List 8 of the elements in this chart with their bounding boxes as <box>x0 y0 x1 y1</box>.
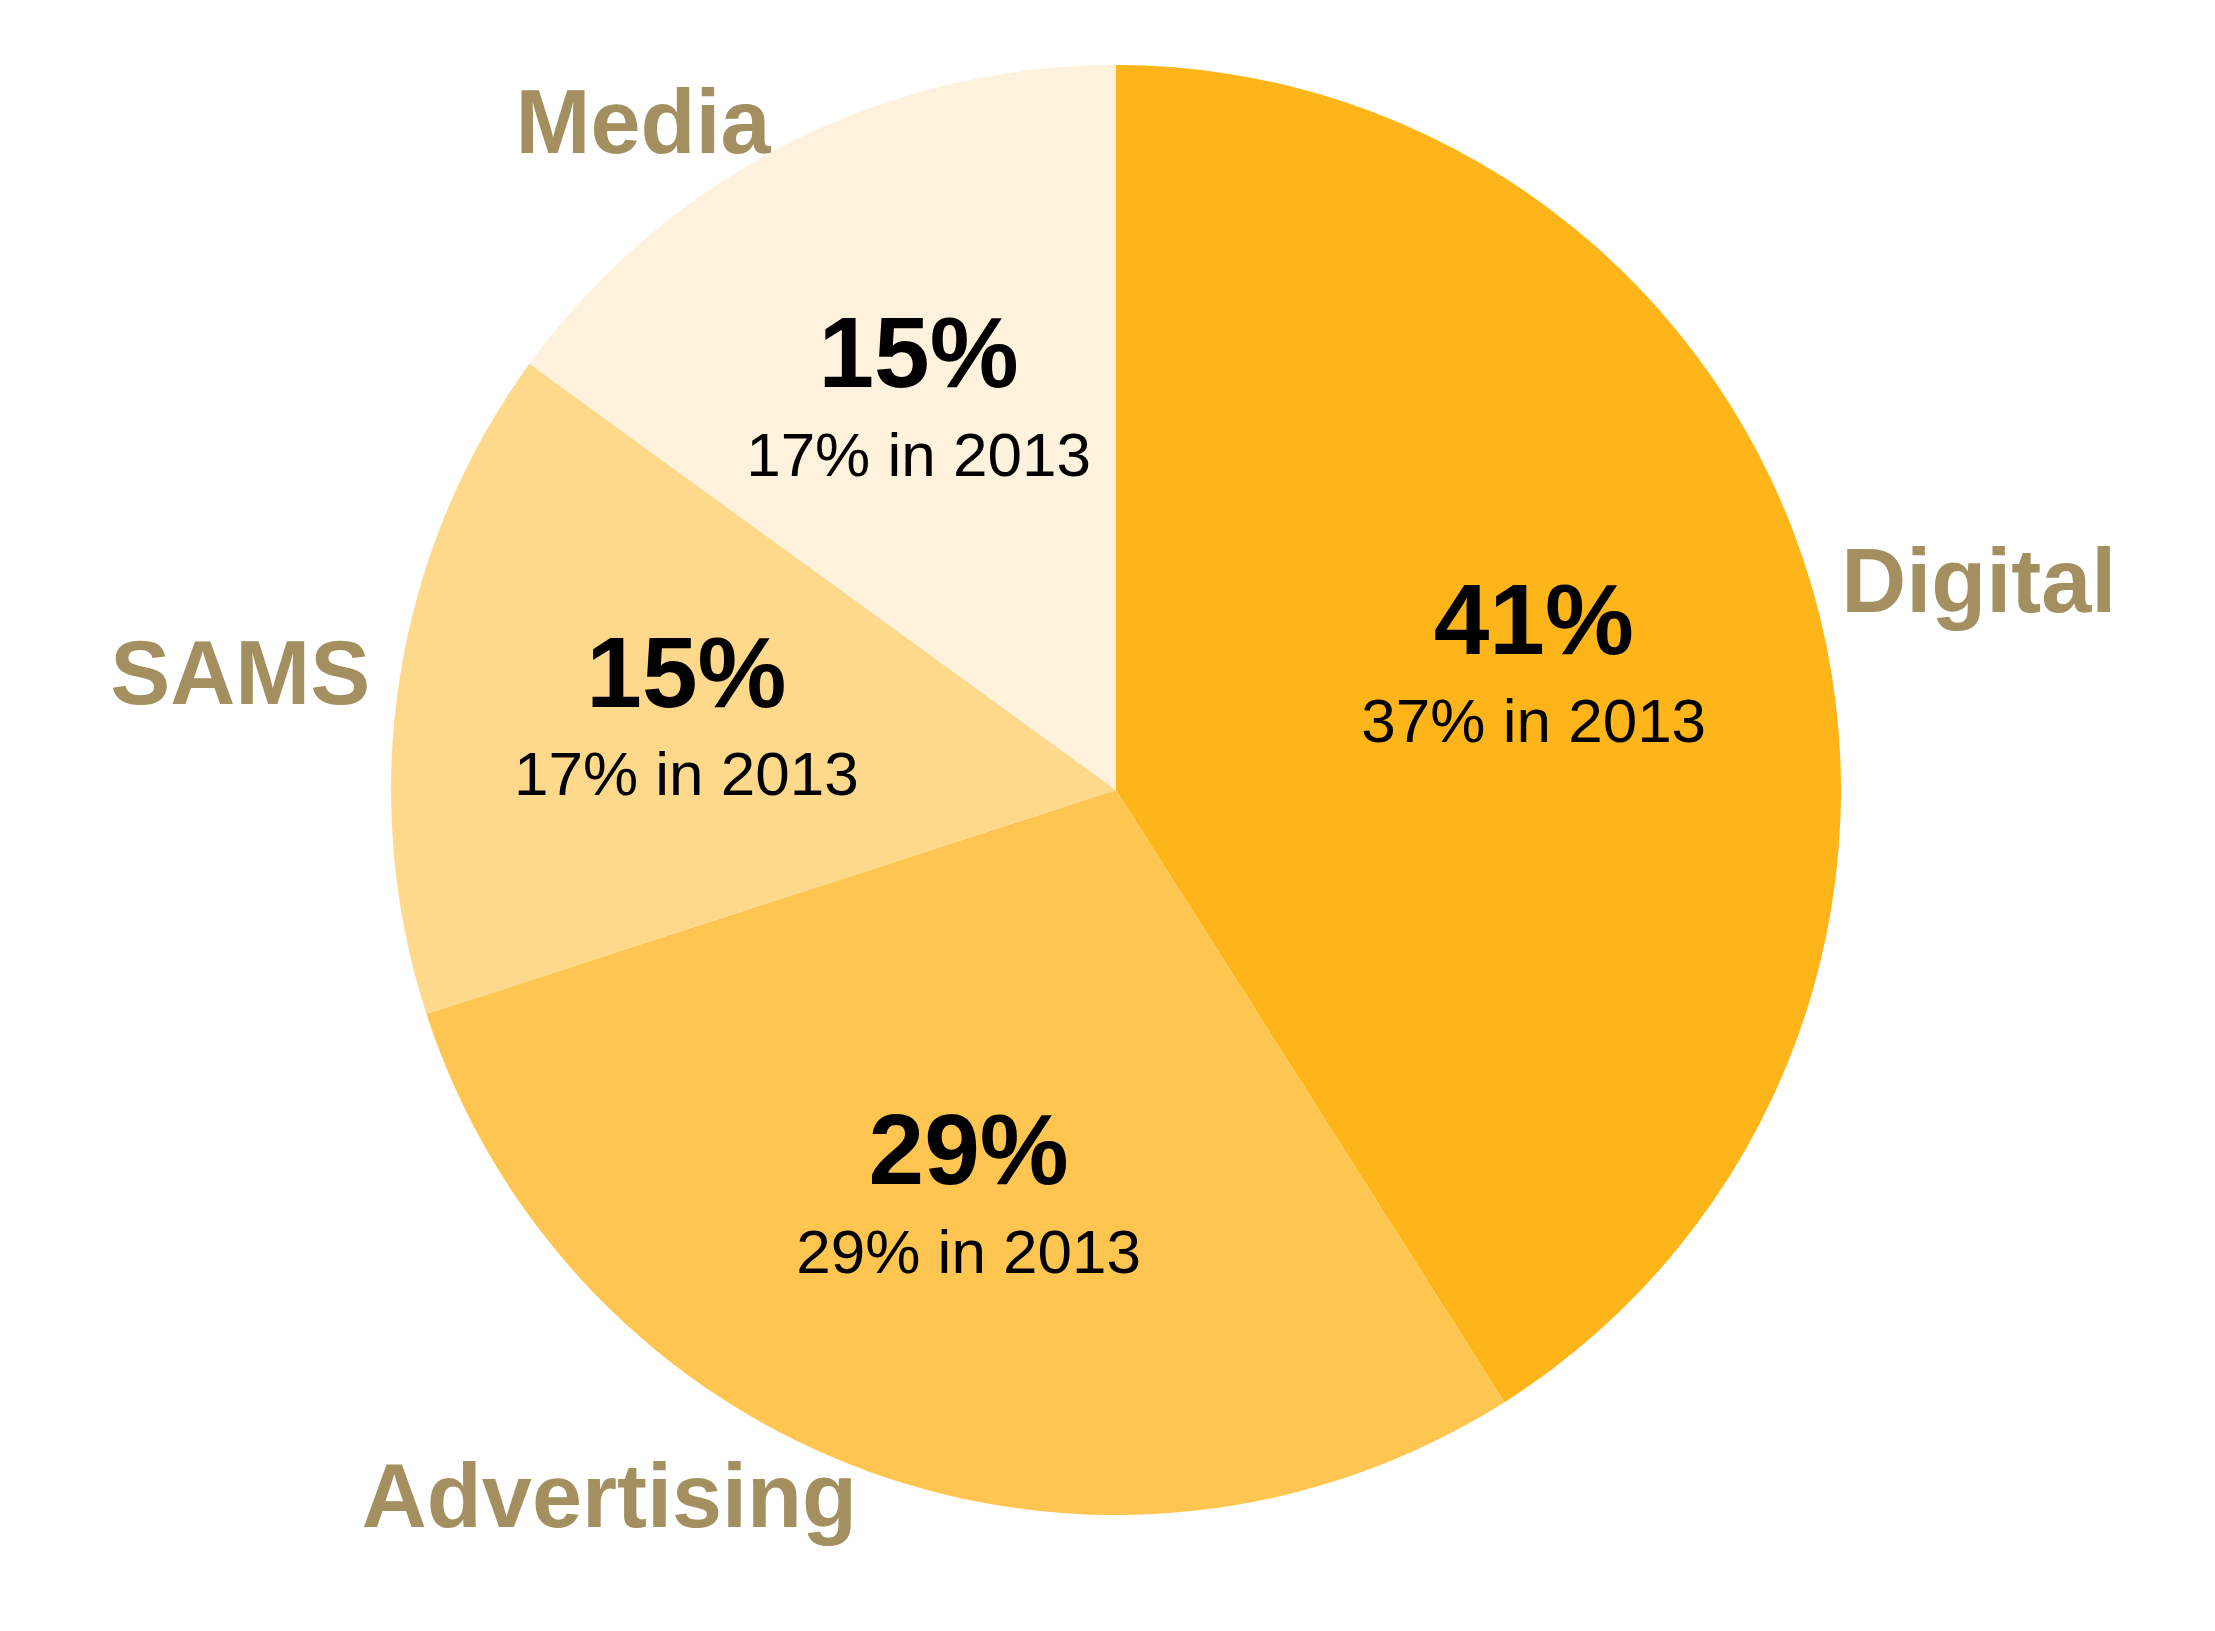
slice-label: Advertising <box>361 1445 857 1546</box>
data-label: 29% 29% in 2013 <box>796 1093 1142 1286</box>
data-label: 15% 17% in 2013 <box>513 615 859 809</box>
data-label: 41% 37% in 2013 <box>1361 562 1707 756</box>
slice-label: Digital <box>1841 530 2117 631</box>
data-label: 15% 17% in 2013 <box>746 296 1091 489</box>
slice-label: Media <box>515 71 772 172</box>
slice-label: SAMS <box>110 622 371 723</box>
